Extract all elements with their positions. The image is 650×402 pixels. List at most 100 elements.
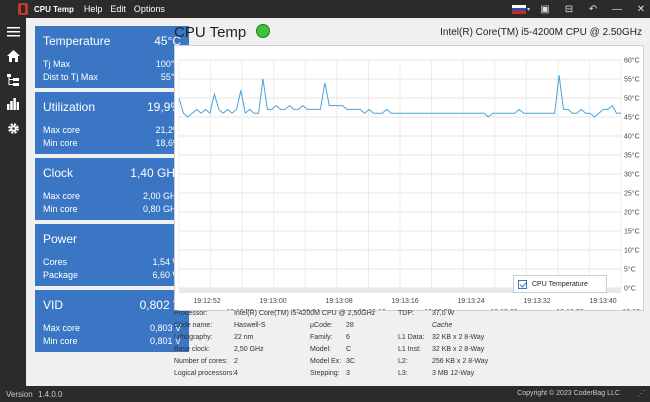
y-tick-label: 60°C <box>624 57 640 65</box>
title-bar: CPU Temp Help Edit Options ▾ ▣ ⊟ ↶ — ✕ <box>0 0 650 18</box>
x-tick-label: 19:13:32 <box>523 298 550 305</box>
row-value: 0,803 V <box>149 323 181 333</box>
info-value: 3 MB 12-Way <box>432 370 475 377</box>
clock-card: Clock 1,40 GHz Max core 2,00 GHz Min core… <box>35 158 189 220</box>
row-value: 0,801 V <box>149 336 181 346</box>
card-value: 45°C <box>154 34 181 48</box>
info-value: 3 <box>346 370 350 377</box>
left-nav <box>0 18 26 386</box>
app-logo-icon <box>18 3 28 15</box>
info-label: Code name: <box>174 322 213 329</box>
chart-title: CPU Temp <box>174 24 247 41</box>
copyright: Copyright © 2023 CoderBag LLC <box>517 390 620 397</box>
app-title: CPU Temp <box>34 4 74 14</box>
info-label: Model Ex: <box>310 358 342 365</box>
x-tick-label: 19:13:08 <box>325 298 352 305</box>
x-tick-label: 19:13:24 <box>457 298 484 305</box>
info-value: 2,50 GHz <box>234 346 264 353</box>
gear-icon[interactable] <box>0 116 26 140</box>
row-label: Max core <box>43 191 81 201</box>
card-title: VID <box>43 298 64 312</box>
minimize-icon[interactable]: — <box>612 3 622 15</box>
card-value: 19,9% <box>146 100 181 114</box>
card-row: Dist to Tj Max 55°C <box>43 72 181 82</box>
status-bar: Version 1.4.0.0 Copyright © 2023 CoderBa… <box>0 386 650 402</box>
info-value: 2 <box>234 358 238 365</box>
menu-edit[interactable]: Edit <box>110 4 126 14</box>
resize-grip-icon[interactable]: ⋰ <box>637 389 645 398</box>
info-label: µCode: <box>310 322 333 329</box>
y-tick-label: 20°C <box>624 209 640 217</box>
info-value: 28 <box>346 322 354 329</box>
hamburger-menu-icon[interactable] <box>0 20 26 44</box>
info-label: Family: <box>310 334 333 341</box>
info-value: 32 KB x 2 8-Way <box>432 334 485 341</box>
language-flag-icon[interactable]: ▾ <box>512 0 530 18</box>
chart-scrollbar <box>179 288 621 293</box>
card-row: Package 6,60 W <box>43 270 181 280</box>
row-value: 55°C <box>160 72 181 82</box>
row-label: Min core <box>43 138 78 148</box>
menu-options[interactable]: Options <box>133 4 165 14</box>
card-row: Min core 0,801 V <box>43 336 181 346</box>
y-tick-label: 5°C <box>624 266 636 274</box>
row-value: 6,60 W <box>152 270 181 280</box>
card-title: Clock <box>43 166 74 180</box>
tree-structure-icon[interactable] <box>0 68 26 92</box>
x-tick-label: 19:13:40 <box>589 298 616 305</box>
card-value: 1,40 GHz <box>130 166 181 180</box>
info-label: Logical processors: <box>174 370 235 377</box>
info-label: Number of cores: <box>174 358 228 365</box>
cpu-temperature-series-line <box>178 75 621 118</box>
info-value: 256 KB x 2 8-Way <box>432 358 489 365</box>
y-tick-label: 0°C <box>624 285 636 293</box>
card-row: Tj Max 100°C <box>43 59 181 69</box>
y-tick-label: 50°C <box>624 95 640 103</box>
y-tick-label: 25°C <box>624 190 640 198</box>
info-value: 22 nm <box>234 334 254 341</box>
chart-svg: 60°C 55°C 50°C 45°C 40°C 35°C 30°C 25°C 20°C 15°C… <box>178 57 650 316</box>
card-row: Cores 1,54 W <box>43 257 181 267</box>
row-value: 100°C <box>155 59 181 69</box>
info-value: 32 KB x 2 8-Way <box>432 346 485 353</box>
row-label: Min core <box>43 204 78 214</box>
info-value: C <box>346 346 352 353</box>
bar-chart-icon[interactable] <box>0 92 26 116</box>
card-row: Min core 18,6% <box>43 138 181 148</box>
version-number: 1.4.0.0 <box>38 390 63 399</box>
tdp-value: 37,0 W <box>432 310 455 317</box>
version-label: Version <box>6 390 33 399</box>
utilization-card: Utilization 19,9% Max core 21,2% Min core… <box>35 92 189 154</box>
row-label: Dist to Tj Max <box>43 72 98 82</box>
temperature-card: Temperature 45°C Tj Max 100°C Dist to Tj … <box>35 26 189 88</box>
close-icon[interactable]: ✕ <box>636 3 646 15</box>
row-value: 18,6% <box>155 138 181 148</box>
card-row: Min core 0,80 GHz <box>43 204 181 214</box>
info-label: L3: <box>398 370 408 377</box>
save-screenshot-icon[interactable]: ▣ <box>540 3 550 15</box>
menu-help[interactable]: Help <box>83 4 103 14</box>
x-tick-label: 19:13:16 <box>391 298 418 305</box>
row-label: Tj Max <box>43 59 70 69</box>
row-label: Package <box>43 270 79 280</box>
chart-legend[interactable]: CPU Temperature <box>513 275 607 293</box>
info-label: L1 Data: <box>398 334 425 341</box>
legend-checkbox[interactable] <box>518 279 527 289</box>
temperature-chart[interactable]: 60°C 55°C 50°C 45°C 40°C 35°C 30°C 25°C 20°C 15°C… <box>174 45 650 316</box>
y-tick-label: 15°C <box>624 228 640 236</box>
card-title: Utilization <box>43 100 96 114</box>
info-value: Intel(R) Core(TM) i5-4200M CPU @ 2,50GHz <box>234 310 376 317</box>
row-value: 1,54 W <box>152 257 181 267</box>
cpu-info-panel: Processor: Intel(R) Core(TM) i5-4200M CP… <box>174 308 644 382</box>
lock-icon[interactable]: ⊟ <box>564 3 574 15</box>
tdp-label: TDP: <box>398 310 414 317</box>
home-icon[interactable] <box>0 44 26 68</box>
power-card: Power Cores 1,54 W Package 6,60 W <box>35 224 189 286</box>
vid-card: VID 0,802 V Max core 0,803 V Min core 0,80… <box>35 290 189 352</box>
info-label: Stepping: <box>310 370 340 377</box>
card-row: Max core 2,00 GHz <box>43 191 181 201</box>
back-icon[interactable]: ↶ <box>588 3 598 15</box>
x-tick-label: 19:12:52 <box>193 298 220 305</box>
y-tick-label: 35°C <box>624 152 640 160</box>
row-label: Max core <box>43 323 81 333</box>
